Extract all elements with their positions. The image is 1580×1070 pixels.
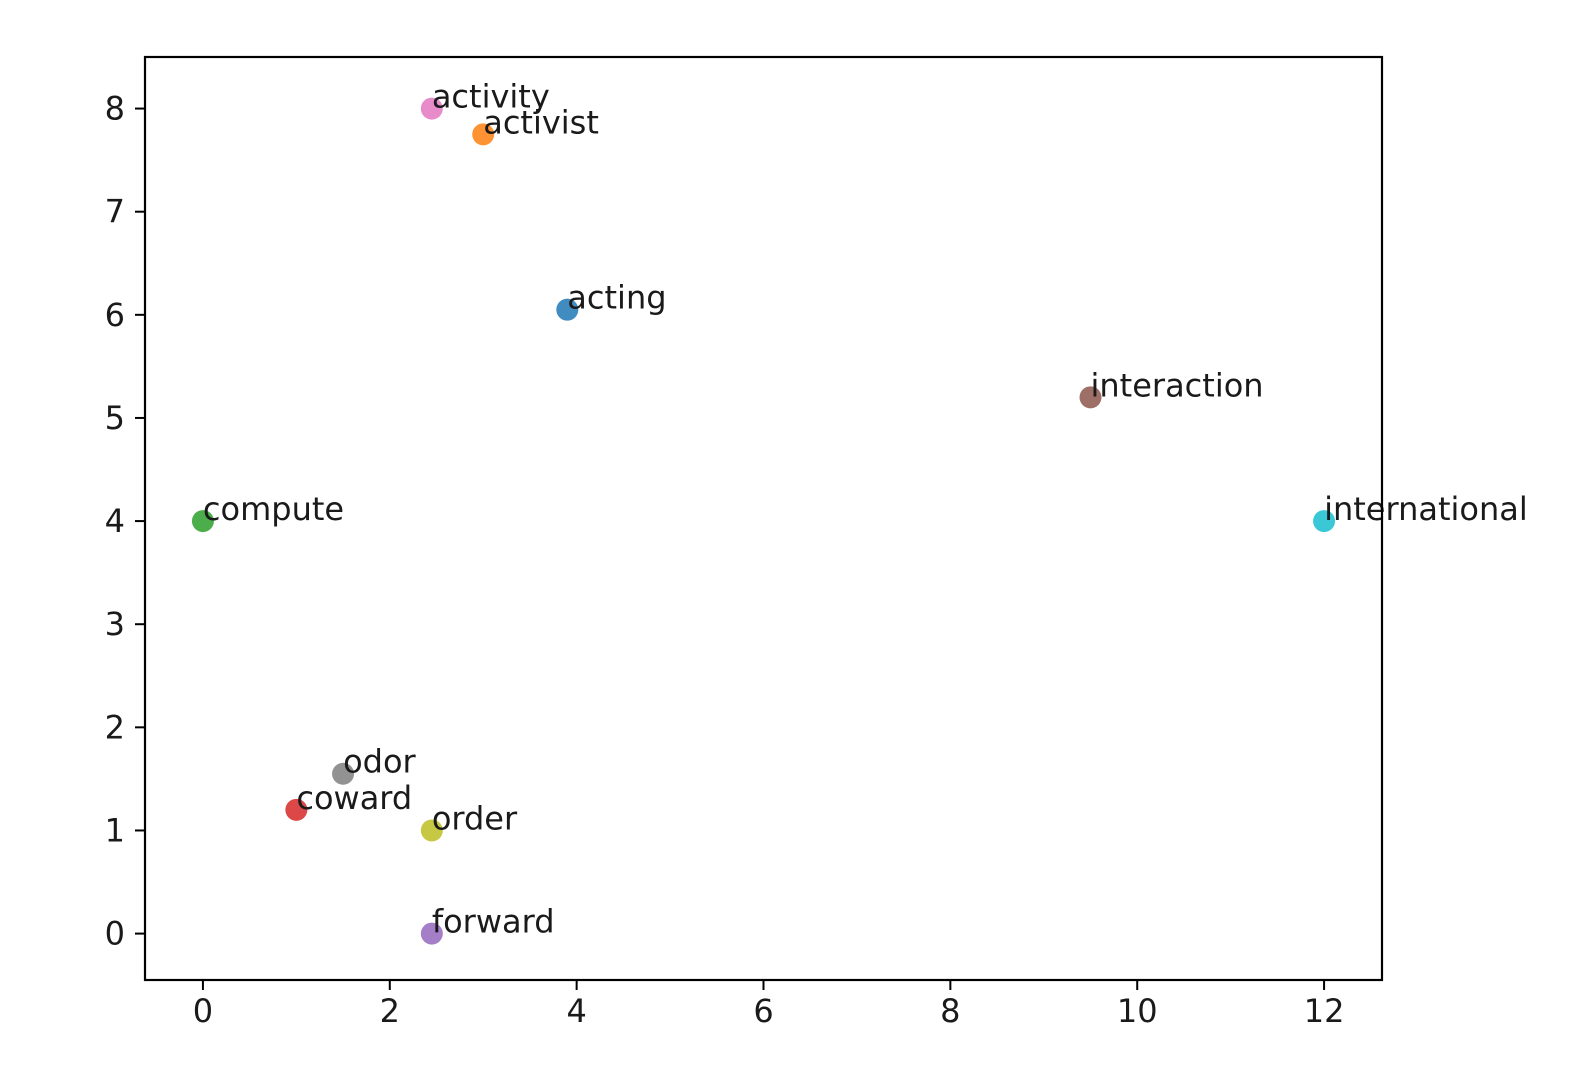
point-label-coward: coward [296, 779, 412, 817]
data-point-activity [420, 97, 443, 120]
x-tick-label: 2 [380, 992, 400, 1030]
points-layer [191, 97, 1336, 945]
x-tick-label: 8 [940, 992, 960, 1030]
data-point-acting [556, 298, 579, 321]
point-label-activist: activist [483, 103, 599, 141]
y-tick-label: 1 [105, 811, 125, 849]
x-axis: 0 2 4 6 8 10 12 [193, 980, 1345, 1030]
data-point-international [1313, 510, 1336, 533]
y-tick-label: 4 [105, 502, 125, 540]
data-point-coward [285, 798, 308, 821]
x-tick-label: 6 [753, 992, 773, 1030]
y-axis: 0 1 2 3 4 5 6 7 8 [105, 90, 145, 953]
x-tick-label: 10 [1117, 992, 1158, 1030]
y-tick-label: 3 [105, 605, 125, 643]
point-label-forward: forward [432, 903, 555, 941]
point-label-compute: compute [203, 490, 344, 528]
y-tick-label: 2 [105, 708, 125, 746]
y-tick-label: 5 [105, 399, 125, 437]
x-tick-label: 4 [566, 992, 586, 1030]
y-tick-label: 7 [105, 193, 125, 231]
data-point-compute [191, 510, 214, 533]
y-tick-label: 8 [105, 90, 125, 128]
y-tick-label: 0 [105, 915, 125, 953]
point-labels-layer: acting activist compute coward forward intera… [203, 78, 1528, 941]
data-point-forward [420, 922, 443, 945]
data-point-odor [332, 762, 355, 785]
point-label-activity: activity [432, 78, 550, 116]
x-tick-label: 0 [193, 992, 213, 1030]
point-label-interaction: interaction [1091, 366, 1264, 404]
y-tick-label: 6 [105, 296, 125, 334]
x-tick-label: 12 [1304, 992, 1345, 1030]
data-point-activist [472, 123, 495, 146]
point-label-odor: odor [343, 743, 416, 781]
point-label-acting: acting [567, 279, 666, 317]
point-label-international: international [1324, 490, 1528, 528]
point-label-order: order [432, 799, 518, 837]
data-point-interaction [1079, 386, 1102, 409]
data-point-order [420, 819, 443, 842]
